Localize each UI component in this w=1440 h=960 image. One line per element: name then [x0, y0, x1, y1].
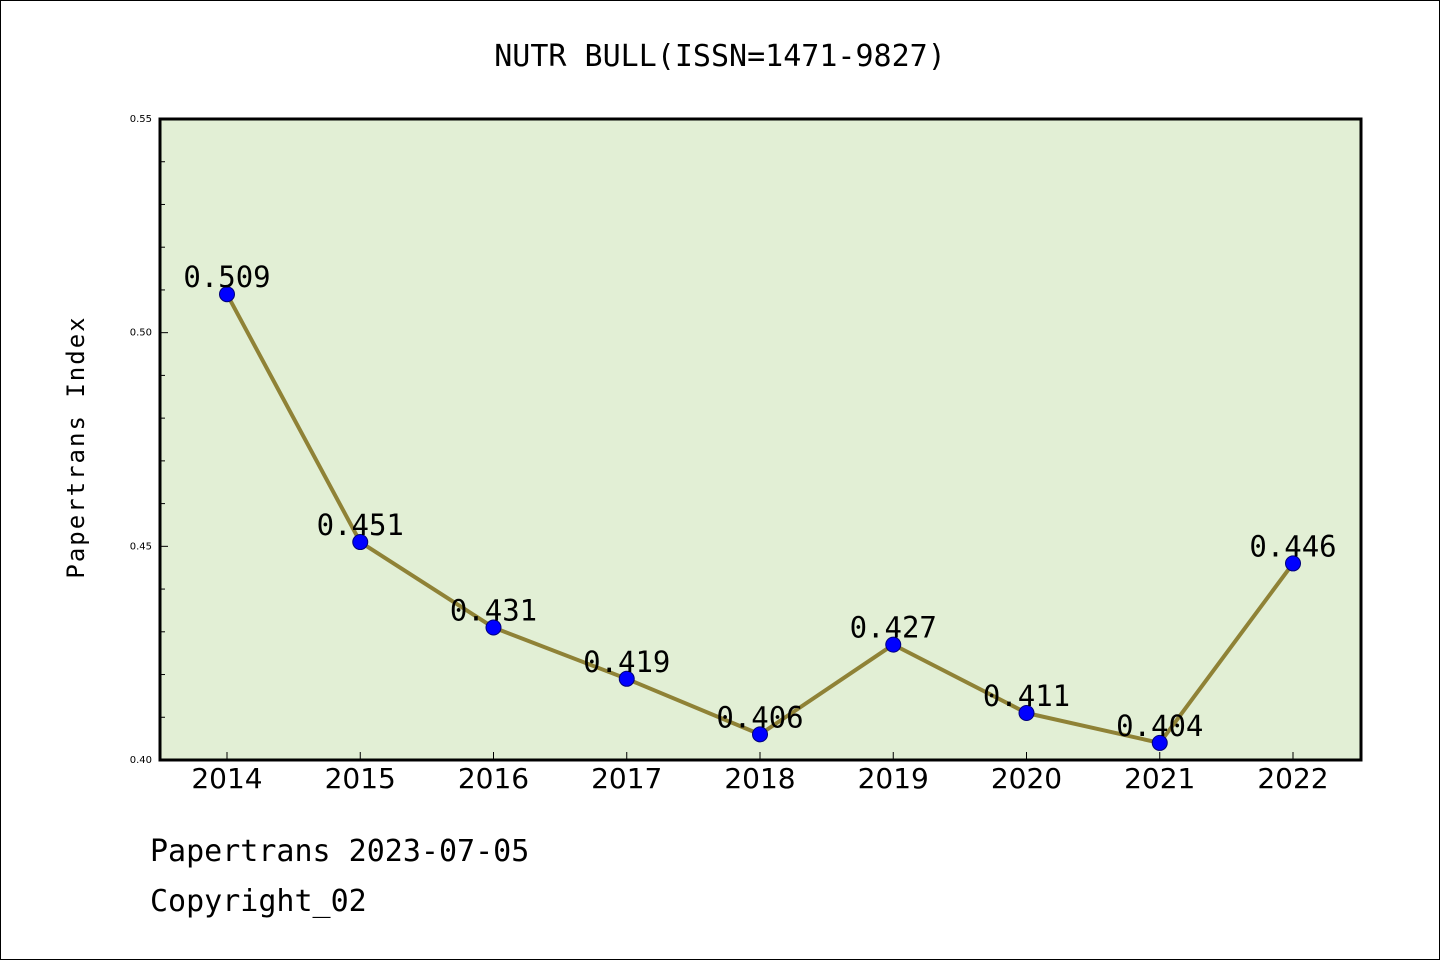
plot-area	[158, 117, 1363, 762]
data-point	[485, 619, 502, 636]
x-tick-label: 2022	[1257, 762, 1328, 795]
data-point	[1018, 704, 1035, 721]
y-axis-label: Papertrans Index	[62, 315, 90, 578]
y-axis-ticks: 0.40 0.45 0.50 0.55	[130, 114, 168, 766]
y-tick-label: 0.45	[130, 541, 152, 552]
footer-copyright: Copyright_02	[150, 884, 367, 919]
y-tick-label: 0.55	[130, 114, 152, 125]
data-point	[752, 726, 768, 743]
data-label: 0.451	[317, 508, 404, 542]
x-tick-label: 2020	[991, 762, 1062, 795]
x-tick-label: 2015	[325, 762, 396, 795]
y-tick-label: 0.50	[130, 328, 152, 339]
x-tick-label: 2014	[191, 762, 262, 795]
footer-date: Papertrans 2023-07-05	[150, 834, 530, 869]
data-label: 0.419	[583, 645, 670, 679]
data-point	[1285, 555, 1301, 572]
data-label: 0.431	[450, 594, 537, 628]
x-tick-label: 2018	[724, 762, 795, 795]
y-tick-label: 0.40	[130, 755, 152, 766]
x-axis-ticks: 2014 2015 2016 2017 2018 2019 2020 2021 2022	[191, 752, 1329, 795]
data-label: 0.427	[850, 611, 937, 645]
data-point	[885, 636, 902, 653]
data-label: 0.446	[1249, 529, 1336, 563]
data-label: 0.509	[183, 260, 270, 294]
data-point	[352, 534, 369, 551]
data-point	[1151, 734, 1168, 751]
x-tick-label: 2016	[458, 762, 529, 795]
chart-title: NUTR BULL(ISSN=1471-9827)	[494, 39, 946, 74]
series-markers	[219, 286, 1301, 751]
data-label: 0.404	[1116, 709, 1203, 743]
data-label: 0.406	[716, 700, 803, 734]
data-point	[618, 670, 635, 687]
x-tick-label: 2021	[1124, 762, 1195, 795]
data-point	[219, 286, 235, 303]
x-tick-label: 2019	[858, 762, 929, 795]
data-label: 0.411	[983, 679, 1070, 713]
data-labels: 0.509 0.451 0.431 0.419 0.406 0.427 0.411 0.404…	[183, 260, 1336, 743]
x-tick-label: 2017	[591, 762, 662, 795]
